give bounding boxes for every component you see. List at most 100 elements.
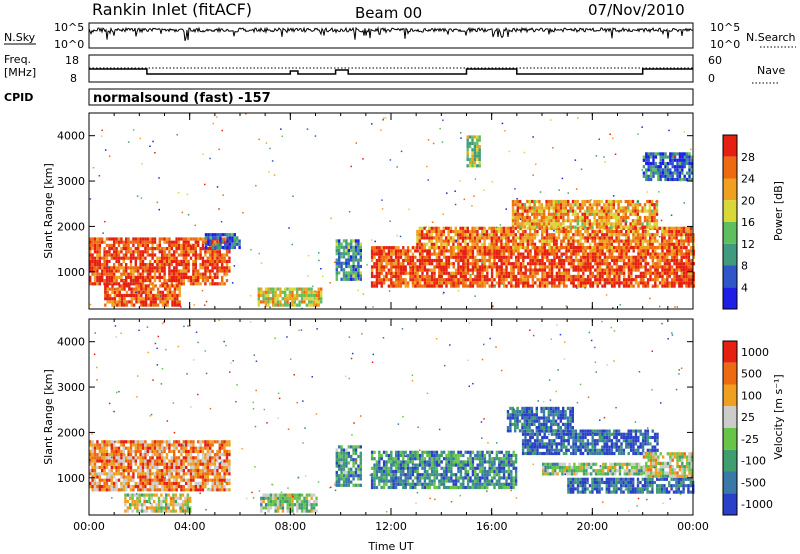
data-cell (450, 274, 453, 279)
data-cell (330, 217, 332, 220)
data-cell (555, 284, 559, 288)
data-cell (418, 274, 422, 279)
data-cell (98, 465, 101, 469)
data-cell (690, 274, 693, 279)
data-cell (445, 262, 448, 266)
data-cell (149, 240, 152, 244)
data-cell (610, 278, 614, 282)
data-cell (562, 265, 566, 269)
data-cell (586, 229, 589, 234)
data-cell (569, 225, 572, 229)
data-cell (141, 259, 145, 263)
data-cell (257, 300, 260, 304)
data-cell (166, 297, 169, 301)
data-cell (442, 255, 446, 259)
data-cell (317, 303, 320, 307)
data-cell (483, 233, 486, 237)
data-cell (521, 245, 525, 250)
data-cell (305, 290, 308, 294)
data-cell (454, 203, 457, 206)
data-cell (380, 284, 383, 288)
data-cell (562, 203, 564, 206)
data-cell (428, 226, 431, 230)
data-cell (550, 199, 553, 204)
data-cell (685, 245, 688, 250)
data-cell (158, 250, 161, 254)
data-cell (438, 274, 441, 279)
data-cell (670, 239, 673, 243)
data-cell (142, 297, 145, 301)
data-cell (586, 199, 589, 204)
data-cell (209, 236, 212, 240)
data-cell (534, 258, 537, 263)
data-cell (565, 268, 568, 272)
data-cell (687, 233, 690, 237)
data-cell (538, 281, 542, 285)
data-cell (471, 265, 475, 269)
data-cell (163, 485, 166, 489)
data-cell (586, 206, 589, 210)
data-cell (576, 206, 579, 210)
data-cell (555, 271, 559, 275)
data-cell (666, 252, 669, 256)
data-cell (495, 271, 499, 275)
data-cell (125, 243, 128, 247)
data-cell (199, 247, 202, 251)
data-cell (683, 131, 686, 133)
data-cell (567, 245, 570, 250)
data-cell (123, 297, 126, 301)
data-cell (634, 209, 637, 213)
data-cell (562, 233, 565, 237)
data-cell (605, 266, 608, 268)
data-cell (206, 256, 209, 260)
data-cell (225, 253, 229, 257)
data-cell (651, 262, 655, 266)
data-cell (507, 233, 510, 237)
data-cell (643, 206, 647, 210)
data-cell (654, 278, 657, 282)
data-cell (144, 446, 147, 450)
data-cell (634, 262, 638, 266)
data-cell (440, 284, 443, 288)
data-cell (421, 255, 424, 259)
data-cell (433, 278, 436, 282)
data-cell (380, 271, 383, 275)
data-cell (598, 225, 601, 229)
data-cell (416, 249, 419, 253)
data-cell (158, 279, 161, 283)
data-cell (173, 253, 176, 257)
data-cell (396, 166, 398, 168)
data-cell (473, 145, 477, 149)
data-cell (220, 221, 223, 223)
data-cell (146, 459, 149, 463)
data-cell (192, 247, 195, 251)
data-cell (389, 220, 391, 222)
data-cell (134, 250, 137, 254)
data-cell (469, 273, 472, 276)
data-cell (173, 481, 176, 485)
data-cell (469, 229, 472, 234)
data-cell (127, 247, 130, 251)
data-cell (182, 440, 185, 444)
data-cell (579, 215, 582, 220)
data-cell (390, 255, 393, 259)
data-cell (211, 275, 214, 279)
data-cell (466, 141, 469, 145)
data-cell (669, 161, 672, 166)
data-cell (404, 265, 407, 269)
data-cell (649, 233, 652, 237)
data-cell (303, 290, 306, 294)
data-cell (176, 134, 178, 136)
data-cell (435, 236, 438, 240)
data-cell (317, 290, 320, 294)
data-cell (459, 236, 462, 240)
data-cell (110, 462, 113, 466)
data-cell (652, 155, 655, 159)
data-cell (669, 152, 672, 156)
data-cell (517, 278, 520, 282)
data-cell (89, 279, 92, 283)
data-cell (519, 262, 523, 266)
data-cell (514, 226, 517, 230)
data-cell (153, 485, 157, 489)
data-cell (601, 271, 604, 275)
